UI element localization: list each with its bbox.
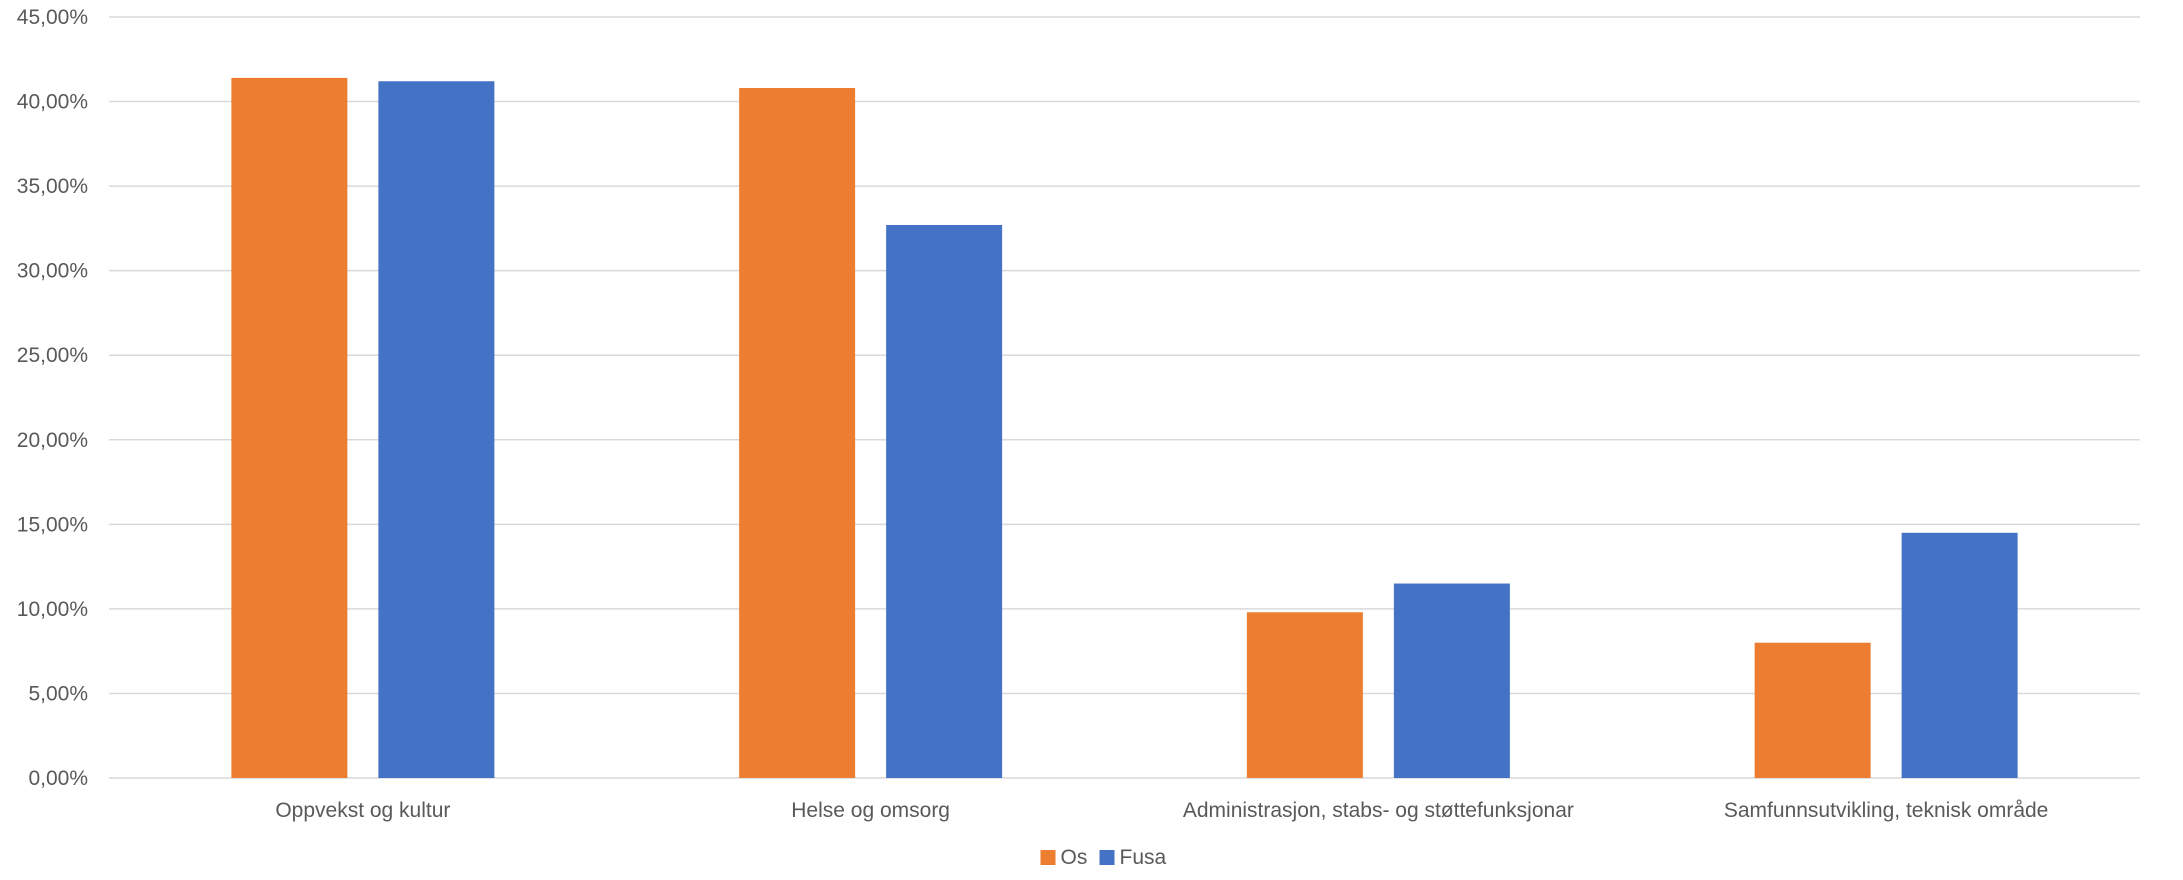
y-tick-label: 30,00% — [17, 260, 88, 283]
y-tick-label: 35,00% — [17, 175, 88, 198]
y-axis-ticks: 0,00% 5,00% 10,00% 15,00% 20,00% 25,00% 30,00%… — [17, 6, 88, 790]
bar-os-4 — [1754, 642, 1871, 778]
bar-fusa-2 — [886, 225, 1003, 779]
bar-fusa-3 — [1393, 583, 1510, 778]
y-tick-label: 20,00% — [17, 429, 88, 452]
y-tick-label: 10,00% — [17, 598, 88, 621]
legend-item-os: Os — [1040, 846, 1088, 869]
bar-os-3 — [1246, 612, 1363, 778]
x-category-label: Administrasjon, stabs- og støttefunksjon… — [1183, 799, 1574, 822]
legend-swatch — [1099, 850, 1115, 865]
y-tick-label: 15,00% — [17, 513, 88, 536]
legend-label: Os — [1061, 846, 1088, 869]
legend: Os Fusa — [1040, 846, 1167, 869]
x-axis-labels: Oppvekst og kultur Helse og omsorg Adminis… — [275, 799, 2048, 822]
legend-label: Fusa — [1120, 846, 1167, 869]
x-category-label: Helse og omsorg — [791, 799, 950, 822]
legend-swatch — [1040, 850, 1056, 865]
x-category-label: Samfunnsutvikling, teknisk område — [1724, 799, 2049, 822]
bar-fusa-1 — [378, 81, 495, 779]
legend-item-fusa: Fusa — [1099, 846, 1167, 869]
bar-os-1 — [231, 77, 348, 778]
y-tick-label: 0,00% — [28, 767, 88, 790]
bars — [231, 77, 2018, 779]
y-tick-label: 25,00% — [17, 344, 88, 367]
y-tick-label: 45,00% — [17, 6, 88, 29]
y-tick-label: 5,00% — [28, 682, 88, 705]
x-category-label: Oppvekst og kultur — [275, 799, 450, 822]
bar-os-2 — [739, 88, 856, 778]
bar-fusa-4 — [1901, 532, 2018, 778]
y-tick-label: 40,00% — [17, 91, 88, 114]
